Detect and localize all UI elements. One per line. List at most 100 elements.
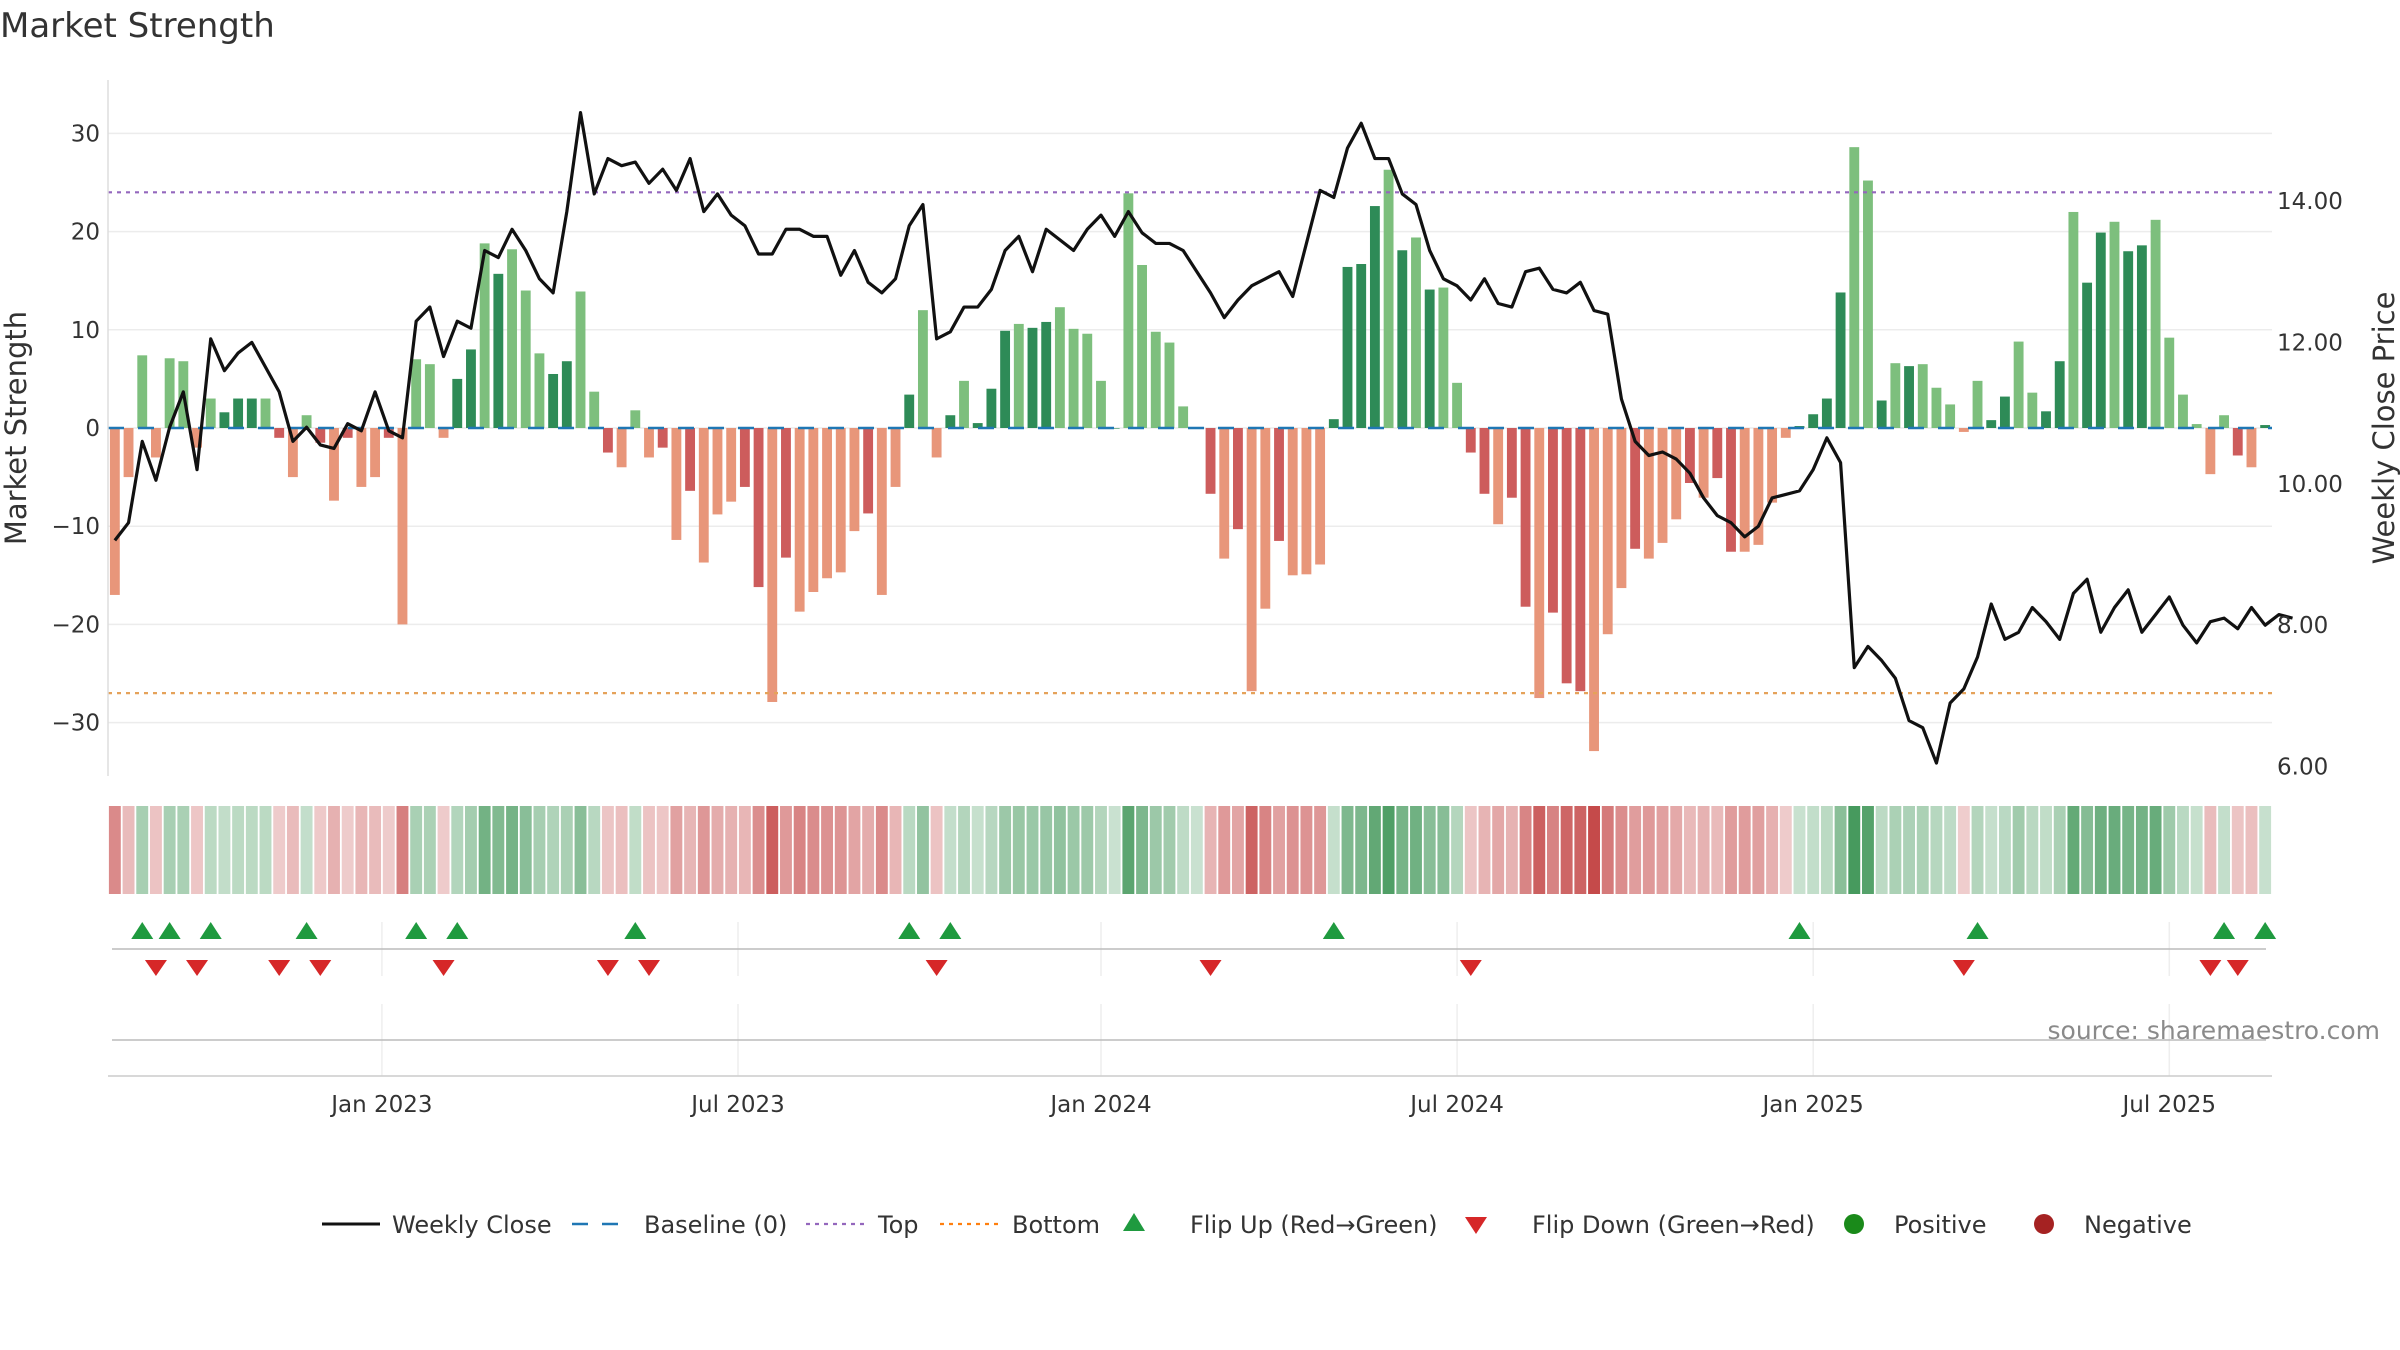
heat-cell [1930, 806, 1943, 894]
heat-cell [656, 806, 669, 894]
strength-bar [301, 415, 312, 428]
heat-cell [423, 806, 436, 894]
strength-bar [1013, 323, 1024, 428]
heat-cell [300, 806, 313, 894]
legend-label: Flip Up (Red→Green) [1190, 1211, 1438, 1239]
heat-cell [1382, 806, 1395, 894]
x-tick-label: Jan 2024 [1048, 1092, 1151, 1118]
strength-bar [548, 373, 559, 428]
flip-up-marker [939, 922, 962, 939]
legend-swatch-flip-down [1465, 1217, 1487, 1234]
heat-cell [1916, 806, 1929, 894]
weekly-close-line-layer [113, 111, 2293, 765]
y-left-tick-label: 0 [85, 416, 100, 442]
heat-cell [1820, 806, 1833, 894]
strength-bar [411, 359, 422, 428]
strength-bar [644, 428, 654, 458]
flip-down-marker [186, 960, 209, 976]
flip-down-marker [309, 960, 332, 976]
strength-bar [1424, 289, 1435, 428]
flip-up-marker [158, 922, 181, 939]
flip-markers [131, 922, 2277, 976]
heat-cell [286, 806, 299, 894]
flip-up-marker [2254, 922, 2277, 939]
strength-bar [1575, 428, 1586, 692]
strength-bar [151, 428, 161, 458]
heat-cell [1095, 806, 1107, 894]
strength-bar [1438, 287, 1449, 428]
heat-cell [2204, 806, 2217, 894]
strength-bar [397, 428, 408, 625]
heat-cell [1903, 806, 1915, 894]
flip-down-marker [638, 960, 660, 976]
strength-bar [192, 428, 202, 448]
heat-cell [821, 806, 833, 894]
heat-cell [245, 806, 258, 894]
heat-cell [328, 806, 340, 894]
strength-bar [2082, 282, 2093, 428]
heat-cell [451, 806, 464, 894]
heat-cell [191, 806, 203, 894]
flip-down-marker [432, 960, 455, 976]
heat-cell [807, 806, 820, 894]
strength-bar [287, 428, 298, 478]
y-right-tick-label: 14.00 [2277, 189, 2343, 215]
heat-cell [478, 806, 491, 894]
strength-bar [1301, 428, 1312, 575]
flip-up-marker [295, 922, 318, 939]
strength-bar [1493, 428, 1504, 525]
strength-bar [137, 355, 148, 428]
heat-cell [1725, 806, 1737, 894]
heat-cell [204, 806, 217, 894]
strength-bar [1986, 420, 1997, 428]
grid-layer [108, 132, 2272, 1076]
legend-swatch-positive [1844, 1214, 1864, 1234]
heat-cell [355, 806, 368, 894]
heat-cell [1204, 806, 1217, 894]
y-right-tick-label: 10.00 [2277, 472, 2343, 498]
strength-bar [2191, 424, 2202, 428]
heat-cell [177, 806, 190, 894]
strength-bar [2041, 411, 2051, 428]
heat-cell [1683, 806, 1696, 894]
strength-bar [616, 428, 627, 468]
strength-bar [1561, 428, 1572, 684]
strength-bar [1096, 380, 1106, 428]
flip-down-marker [1199, 960, 1222, 976]
flip-up-marker [405, 922, 428, 939]
strength-bar [1274, 428, 1284, 541]
heat-cell [1656, 806, 1669, 894]
heat-cell [1190, 806, 1203, 894]
heat-cell [1464, 806, 1477, 894]
strength-bar [479, 243, 490, 428]
flip-up-marker [1788, 922, 1811, 939]
strength-bar [602, 428, 613, 453]
source-note: source: sharemaestro.com [2048, 1016, 2381, 1045]
flip-up-marker [2213, 922, 2236, 939]
strength-bar [315, 428, 326, 443]
y-axis-left-label: Market Strength [0, 311, 33, 545]
strength-bar [329, 428, 339, 501]
flip-up-marker [1966, 922, 1989, 939]
chart-title: Market Strength [0, 6, 275, 46]
strength-bar [890, 428, 901, 487]
flip-down-marker [144, 960, 167, 976]
strength-bar [1342, 266, 1353, 428]
heat-cell [560, 806, 573, 894]
strength-bar [1027, 327, 1038, 428]
strength-bar [1890, 363, 1901, 428]
strength-bar [534, 353, 545, 428]
heat-cell [2231, 806, 2244, 894]
heat-cell [1793, 806, 1806, 894]
strength-bar [2150, 219, 2161, 428]
heat-cell [149, 806, 162, 894]
strength-bar [726, 428, 737, 502]
heat-cell [506, 806, 518, 894]
heat-cell [1245, 806, 1258, 894]
heat-cell [999, 806, 1012, 894]
x-tick-label: Jul 2023 [689, 1092, 785, 1118]
heat-cell [711, 806, 724, 894]
y-left-tick-label: −10 [51, 514, 100, 540]
heat-cell [1985, 806, 1998, 894]
